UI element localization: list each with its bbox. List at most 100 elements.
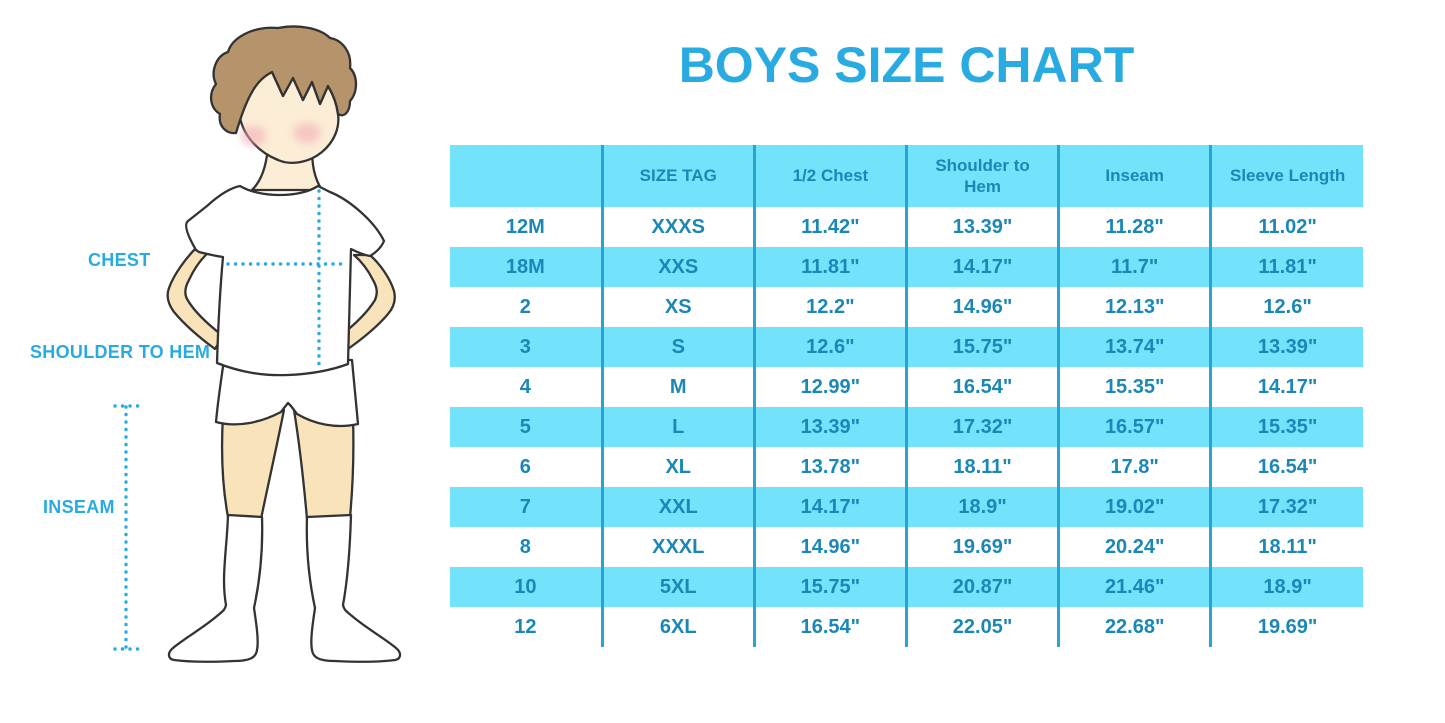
table-cell: 13.74" — [1057, 327, 1211, 367]
table-cell: 13.39" — [752, 407, 907, 447]
table-cell: 14.17" — [1209, 367, 1363, 407]
boy-measurement-illustration — [113, 25, 402, 663]
table-cell: XS — [600, 287, 755, 327]
column-header-shoulder-to-hem: Shoulder to Hem — [904, 145, 1059, 207]
size-chart: SIZE TAG 1/2 Chest Shoulder to Hem Insea… — [450, 145, 1363, 647]
boy-shorts — [214, 358, 360, 428]
table-cell: 13.39" — [904, 207, 1059, 247]
table-cell: 18M — [450, 247, 603, 287]
table-row: 12 6XL 16.54" 22.05" 22.68" 19.69" — [450, 607, 1363, 647]
table-row: 3 S 12.6" 15.75" 13.74" 13.39" — [450, 327, 1363, 367]
table-cell: 4 — [450, 367, 603, 407]
table-row: 4 M 12.99" 16.54" 15.35" 14.17" — [450, 367, 1363, 407]
table-cell: 14.17" — [904, 247, 1059, 287]
table-cell: M — [600, 367, 755, 407]
table-cell: 17.32" — [1209, 487, 1363, 527]
column-header-size — [450, 145, 603, 207]
table-cell: 18.9" — [1209, 567, 1363, 607]
table-cell: 16.57" — [1057, 407, 1211, 447]
table-cell: XXL — [600, 487, 755, 527]
table-cell: L — [600, 407, 755, 447]
table-cell: 20.87" — [904, 567, 1059, 607]
table-cell: 16.54" — [1209, 447, 1363, 487]
size-table-head: SIZE TAG 1/2 Chest Shoulder to Hem Insea… — [450, 145, 1363, 207]
table-cell: XXXL — [600, 527, 755, 567]
table-cell: 16.54" — [904, 367, 1059, 407]
table-cell: 12.2" — [752, 287, 907, 327]
table-cell: 11.81" — [752, 247, 907, 287]
table-cell: 8 — [450, 527, 603, 567]
table-cell: 12.99" — [752, 367, 907, 407]
table-cell: S — [600, 327, 755, 367]
boy-socks — [167, 513, 402, 663]
column-header-size-tag: SIZE TAG — [600, 145, 755, 207]
boy-cheeks — [240, 123, 321, 146]
table-cell: 11.02" — [1209, 207, 1363, 247]
measurement-dotted-lines — [113, 189, 344, 651]
table-cell: 15.75" — [904, 327, 1059, 367]
table-cell: 14.17" — [752, 487, 907, 527]
table-cell: 10 — [450, 567, 603, 607]
column-header-half-chest: 1/2 Chest — [752, 145, 907, 207]
table-cell: 12.6" — [1209, 287, 1363, 327]
table-cell: 18.11" — [1209, 527, 1363, 567]
table-row: 10 5XL 15.75" 20.87" 21.46" 18.9" — [450, 567, 1363, 607]
table-cell: XL — [600, 447, 755, 487]
table-cell: 15.35" — [1209, 407, 1363, 447]
table-cell: 13.78" — [752, 447, 907, 487]
boy-hair — [209, 25, 358, 135]
table-cell: 17.8" — [1057, 447, 1211, 487]
column-header-inseam: Inseam — [1057, 145, 1211, 207]
table-row: 7 XXL 14.17" 18.9" 19.02" 17.32" — [450, 487, 1363, 527]
table-cell: 7 — [450, 487, 603, 527]
table-cell: 14.96" — [904, 287, 1059, 327]
table-cell: 5XL — [600, 567, 755, 607]
shoulder-to-hem-label: SHOULDER TO HEM — [30, 342, 211, 362]
table-cell: 18.11" — [904, 447, 1059, 487]
table-cell: 15.35" — [1057, 367, 1211, 407]
table-cell: 19.02" — [1057, 487, 1211, 527]
header-row: SIZE TAG 1/2 Chest Shoulder to Hem Insea… — [450, 145, 1363, 207]
size-chart-table: SIZE TAG 1/2 Chest Shoulder to Hem Insea… — [450, 145, 1363, 647]
table-cell: 6 — [450, 447, 603, 487]
size-table-body: 12M XXXS 11.42" 13.39" 11.28" 11.02" 18M XXS 11.… — [450, 207, 1363, 647]
table-cell: 12 — [450, 607, 603, 647]
table-row: 8 XXXL 14.96" 19.69" 20.24" 18.11" — [450, 527, 1363, 567]
table-cell: 5 — [450, 407, 603, 447]
table-cell: 14.96" — [752, 527, 907, 567]
table-cell: 11.81" — [1209, 247, 1363, 287]
column-header-sleeve-length: Sleeve Length — [1209, 145, 1363, 207]
table-cell: 11.7" — [1057, 247, 1211, 287]
table-row: 12M XXXS 11.42" 13.39" 11.28" 11.02" — [450, 207, 1363, 247]
table-cell: XXS — [600, 247, 755, 287]
table-cell: 19.69" — [904, 527, 1059, 567]
table-row: 6 XL 13.78" 18.11" 17.8" 16.54" — [450, 447, 1363, 487]
table-cell: 15.75" — [752, 567, 907, 607]
table-cell: 22.05" — [904, 607, 1059, 647]
table-cell: 20.24" — [1057, 527, 1211, 567]
table-cell: 11.42" — [752, 207, 907, 247]
table-cell: 12.6" — [752, 327, 907, 367]
table-row: 18M XXS 11.81" 14.17" 11.7" 11.81" — [450, 247, 1363, 287]
table-cell: 13.39" — [1209, 327, 1363, 367]
table-cell: 6XL — [600, 607, 755, 647]
table-cell: 11.28" — [1057, 207, 1211, 247]
table-cell: 3 — [450, 327, 603, 367]
table-cell: 19.69" — [1209, 607, 1363, 647]
table-cell: XXXS — [600, 207, 755, 247]
chest-label: CHEST — [88, 250, 151, 270]
table-cell: 21.46" — [1057, 567, 1211, 607]
table-cell: 16.54" — [752, 607, 907, 647]
boy-legs — [220, 408, 355, 521]
table-cell: 18.9" — [904, 487, 1059, 527]
table-row: 5 L 13.39" 17.32" 16.57" 15.35" — [450, 407, 1363, 447]
table-cell: 12.13" — [1057, 287, 1211, 327]
table-cell: 2 — [450, 287, 603, 327]
page-title: BOYS SIZE CHART — [678, 37, 1135, 93]
table-cell: 17.32" — [904, 407, 1059, 447]
table-cell: 12M — [450, 207, 603, 247]
table-row: 2 XS 12.2" 14.96" 12.13" 12.6" — [450, 287, 1363, 327]
inseam-label: INSEAM — [43, 497, 115, 517]
table-cell: 22.68" — [1057, 607, 1211, 647]
